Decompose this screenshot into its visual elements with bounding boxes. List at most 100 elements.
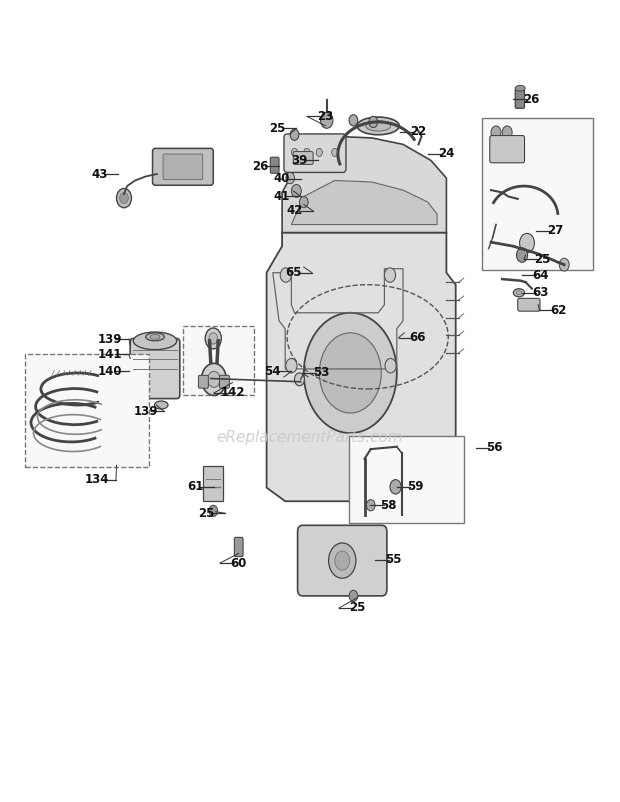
Circle shape bbox=[516, 248, 528, 262]
Polygon shape bbox=[291, 180, 437, 225]
Text: 27: 27 bbox=[547, 225, 563, 237]
Text: 39: 39 bbox=[291, 154, 308, 167]
Ellipse shape bbox=[154, 401, 168, 409]
Text: 134: 134 bbox=[85, 473, 110, 486]
Circle shape bbox=[559, 258, 569, 271]
Circle shape bbox=[205, 328, 221, 349]
Circle shape bbox=[120, 192, 128, 204]
FancyBboxPatch shape bbox=[293, 152, 313, 164]
Text: 141: 141 bbox=[98, 348, 123, 361]
Circle shape bbox=[502, 126, 512, 139]
Text: 65: 65 bbox=[285, 266, 301, 279]
FancyBboxPatch shape bbox=[515, 89, 525, 108]
FancyBboxPatch shape bbox=[130, 338, 180, 399]
Circle shape bbox=[366, 500, 375, 511]
Text: 53: 53 bbox=[313, 367, 329, 379]
Circle shape bbox=[280, 268, 291, 282]
Circle shape bbox=[209, 505, 218, 516]
Circle shape bbox=[349, 590, 358, 602]
Circle shape bbox=[209, 333, 218, 344]
Text: 58: 58 bbox=[381, 499, 397, 512]
Circle shape bbox=[384, 268, 396, 282]
Text: 56: 56 bbox=[486, 441, 502, 454]
Circle shape bbox=[369, 116, 378, 128]
Ellipse shape bbox=[513, 289, 525, 297]
Circle shape bbox=[329, 543, 356, 578]
FancyBboxPatch shape bbox=[203, 466, 223, 501]
Ellipse shape bbox=[133, 332, 177, 350]
Text: 64: 64 bbox=[533, 269, 549, 282]
FancyBboxPatch shape bbox=[25, 354, 149, 467]
Text: 25: 25 bbox=[198, 507, 215, 520]
Ellipse shape bbox=[366, 121, 391, 131]
Text: 25: 25 bbox=[270, 122, 286, 135]
Text: 42: 42 bbox=[286, 205, 303, 217]
FancyBboxPatch shape bbox=[270, 157, 279, 173]
Ellipse shape bbox=[516, 291, 521, 295]
Ellipse shape bbox=[150, 334, 160, 339]
Text: 60: 60 bbox=[231, 557, 247, 569]
Polygon shape bbox=[267, 233, 456, 501]
Text: 54: 54 bbox=[265, 365, 281, 378]
Text: 139: 139 bbox=[133, 405, 158, 418]
Circle shape bbox=[385, 358, 396, 373]
FancyBboxPatch shape bbox=[298, 525, 387, 596]
Ellipse shape bbox=[515, 86, 525, 91]
Circle shape bbox=[117, 188, 131, 208]
Circle shape bbox=[321, 112, 333, 128]
Circle shape bbox=[319, 333, 381, 413]
Circle shape bbox=[290, 129, 299, 140]
Circle shape bbox=[335, 551, 350, 570]
Text: 139: 139 bbox=[98, 333, 123, 346]
Circle shape bbox=[294, 373, 304, 386]
Text: 41: 41 bbox=[274, 190, 290, 203]
Circle shape bbox=[286, 358, 297, 373]
FancyBboxPatch shape bbox=[349, 436, 464, 523]
Polygon shape bbox=[282, 136, 446, 233]
Circle shape bbox=[304, 148, 310, 156]
Text: 26: 26 bbox=[252, 160, 268, 172]
Ellipse shape bbox=[146, 333, 164, 341]
Circle shape bbox=[491, 126, 501, 139]
Circle shape bbox=[291, 184, 301, 197]
FancyBboxPatch shape bbox=[482, 118, 593, 270]
Text: 140: 140 bbox=[98, 365, 123, 378]
Circle shape bbox=[316, 148, 322, 156]
Text: 25: 25 bbox=[534, 253, 551, 265]
Circle shape bbox=[332, 148, 338, 156]
Circle shape bbox=[520, 233, 534, 253]
Circle shape bbox=[299, 196, 308, 208]
Circle shape bbox=[291, 148, 298, 156]
Text: 40: 40 bbox=[274, 172, 290, 185]
Text: 66: 66 bbox=[409, 331, 425, 344]
FancyBboxPatch shape bbox=[490, 136, 525, 163]
Text: 24: 24 bbox=[438, 148, 454, 160]
Text: 63: 63 bbox=[533, 286, 549, 299]
Circle shape bbox=[286, 172, 294, 184]
Circle shape bbox=[202, 363, 226, 395]
FancyBboxPatch shape bbox=[219, 375, 229, 388]
FancyBboxPatch shape bbox=[163, 154, 203, 180]
Text: 142: 142 bbox=[220, 387, 245, 399]
FancyBboxPatch shape bbox=[284, 134, 346, 172]
Text: 22: 22 bbox=[410, 125, 427, 138]
FancyBboxPatch shape bbox=[153, 148, 213, 185]
FancyBboxPatch shape bbox=[198, 375, 208, 388]
Text: 23: 23 bbox=[317, 110, 334, 123]
Text: 55: 55 bbox=[386, 553, 402, 566]
Circle shape bbox=[349, 115, 358, 126]
FancyBboxPatch shape bbox=[183, 326, 254, 395]
Text: eReplacementParts.com: eReplacementParts.com bbox=[216, 430, 404, 444]
Text: 43: 43 bbox=[91, 168, 107, 180]
Ellipse shape bbox=[357, 117, 399, 135]
Circle shape bbox=[390, 480, 401, 494]
Text: 26: 26 bbox=[523, 93, 539, 106]
FancyBboxPatch shape bbox=[518, 298, 540, 311]
FancyBboxPatch shape bbox=[234, 537, 243, 557]
Circle shape bbox=[304, 313, 397, 433]
Text: 62: 62 bbox=[550, 304, 566, 317]
Text: 61: 61 bbox=[187, 480, 203, 493]
Circle shape bbox=[208, 371, 220, 387]
Text: 59: 59 bbox=[407, 480, 423, 493]
Text: 25: 25 bbox=[350, 602, 366, 614]
